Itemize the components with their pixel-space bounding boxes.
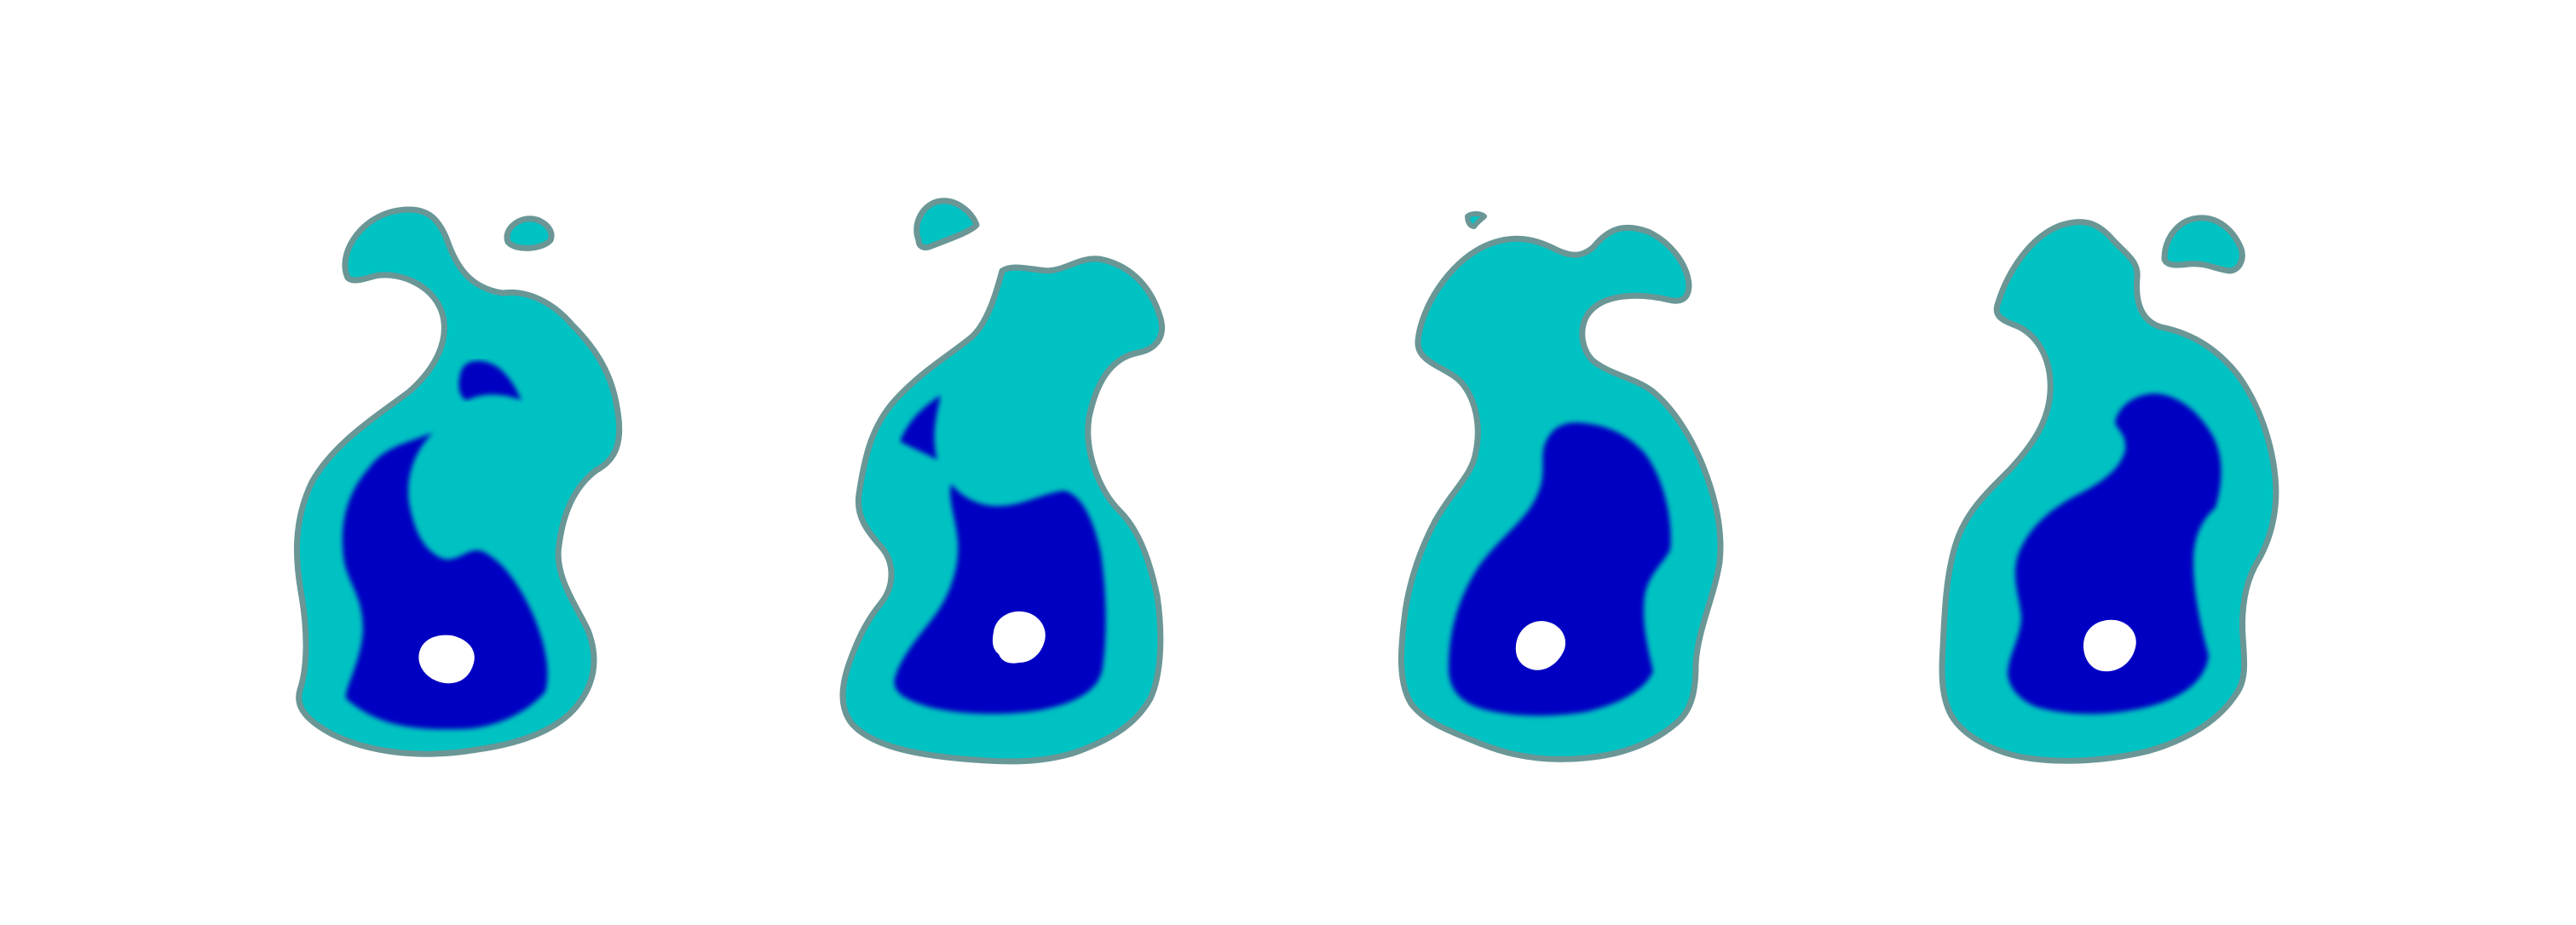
panel-2-inner-region [894, 484, 1106, 715]
panel-2-core [992, 611, 1046, 664]
panel-4-small-blob [2161, 215, 2245, 274]
panel-1-core [418, 635, 475, 684]
panel-1 [293, 206, 623, 757]
panel-1-inner-region [342, 433, 548, 730]
panel-2 [839, 198, 1165, 765]
panel-2-small-blob [913, 198, 980, 250]
panel-1-small-blob [504, 215, 555, 251]
panel-4-inner-region [2008, 394, 2222, 715]
panel-3-core [1515, 621, 1566, 670]
panel-1-inner-region-top [458, 360, 522, 400]
panel-3-inner-region [1449, 422, 1671, 716]
panel-3-small-blob [1465, 211, 1487, 229]
panel-4 [1939, 215, 2279, 764]
panel-4-core [2083, 619, 2136, 672]
panel-2-inner-region-top [900, 395, 941, 460]
panel-3 [1397, 211, 1724, 762]
